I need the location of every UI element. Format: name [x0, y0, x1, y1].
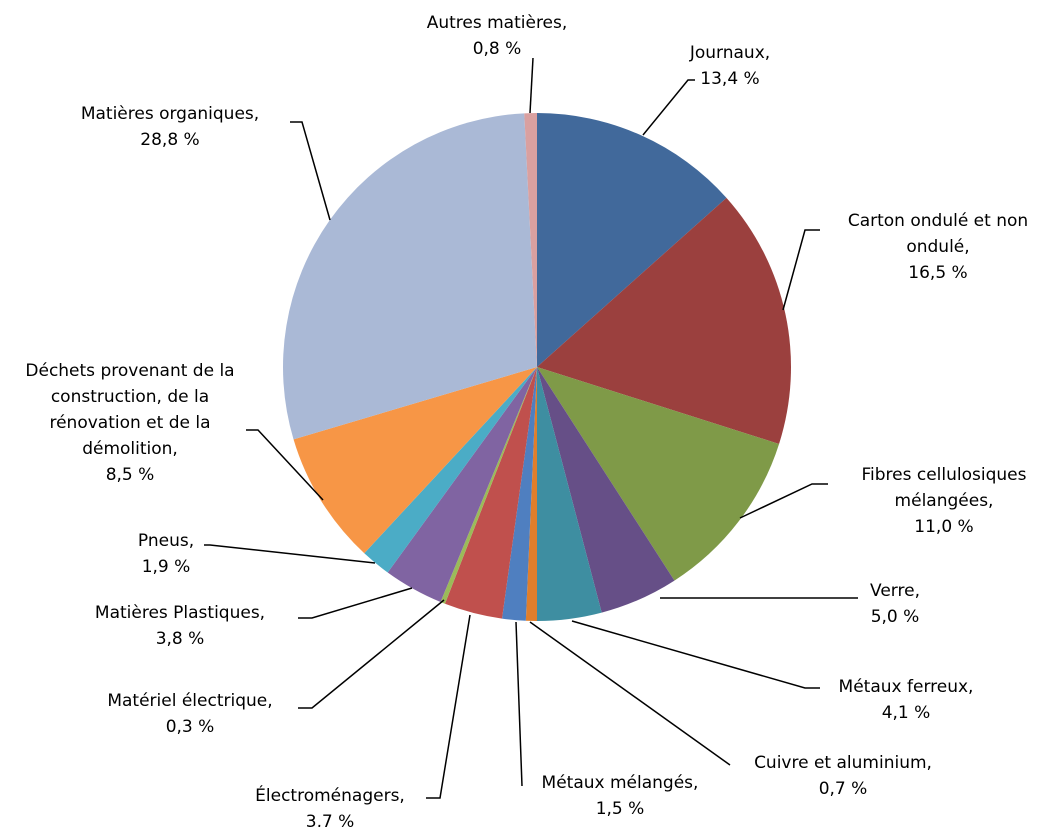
category-label: Pneus, — [137, 531, 195, 551]
value-label: 11,0 % — [914, 517, 974, 537]
value-label: 1,9 % — [141, 557, 191, 577]
value-label: 0,7 % — [818, 779, 868, 799]
pie-slice — [537, 197, 791, 444]
pie-slice — [293, 367, 537, 554]
leader-line — [426, 614, 471, 799]
value-label: 8,5 % — [105, 465, 155, 485]
value-label: 13,4 % — [700, 69, 760, 89]
slice-label: Métaux ferreux, 4,1 % — [839, 674, 974, 726]
leader-line — [642, 79, 695, 136]
category-label: Matières Plastiques, — [94, 603, 266, 623]
leader-line — [515, 621, 523, 787]
category-label: Métaux ferreux, — [838, 677, 974, 697]
slice-label: Fibres cellulosiques mélangées, 11,0 % — [832, 462, 1053, 540]
pie-slice — [537, 113, 727, 367]
category-label: Déchets provenant de la construction, de… — [25, 361, 235, 459]
leader-line — [204, 544, 376, 564]
category-label: Électroménagers, — [255, 786, 405, 806]
leader-line — [298, 599, 445, 709]
category-label: Cuivre et aluminium, — [754, 753, 932, 773]
slice-label: Matières organiques, 28,8 % — [81, 101, 259, 153]
leader-line — [571, 620, 820, 689]
pie-slice — [525, 367, 537, 621]
category-label: Matières organiques, — [80, 104, 260, 124]
leader-line — [739, 483, 828, 519]
category-label: Autres matières, — [426, 13, 568, 33]
value-label: 16,5 % — [908, 263, 968, 283]
pie-slice — [364, 367, 537, 573]
pie-slice — [537, 367, 780, 581]
value-label: 3,7 % — [305, 812, 355, 827]
slice-label: Métaux mélangés, 1,5 % — [542, 770, 699, 822]
slice-label: Matières Plastiques, 3,8 % — [95, 600, 265, 652]
leader-line — [246, 429, 324, 501]
leader-line — [298, 587, 413, 619]
slice-label: Verre, 5,0 % — [870, 578, 920, 630]
value-label: 0,8 % — [472, 39, 522, 59]
category-label: Métaux mélangés, — [541, 773, 699, 793]
slice-label: Déchets provenant de la construction, de… — [8, 358, 253, 488]
pie-slice — [440, 367, 537, 604]
pie-slice — [537, 367, 675, 613]
pie-slice — [387, 367, 537, 602]
value-label: 4,1 % — [881, 703, 931, 723]
slice-label: Pneus, 1,9 % — [138, 528, 194, 580]
slice-label: Électroménagers, 3,7 % — [255, 783, 405, 827]
category-label: Journaux, — [689, 43, 771, 63]
pie-slice — [524, 113, 537, 367]
slice-label: Matériel électrique, 0,3 % — [107, 688, 272, 740]
value-label: 3,8 % — [155, 629, 205, 649]
category-label: Verre, — [870, 581, 920, 601]
leader-line — [290, 121, 331, 221]
category-label: Fibres cellulosiques mélangées, — [861, 465, 1027, 511]
value-label: 0,3 % — [165, 717, 215, 737]
leader-line — [529, 57, 534, 114]
slice-label: Journaux, 13,4 % — [690, 40, 770, 92]
leader-line — [782, 229, 820, 311]
leader-line — [529, 621, 731, 766]
category-label: Carton ondulé et non ondulé, — [847, 211, 1029, 257]
category-label: Matériel électrique, — [107, 691, 273, 711]
value-label: 5,0 % — [870, 607, 920, 627]
pie-slice — [502, 367, 537, 621]
value-label: 1,5 % — [595, 799, 645, 819]
slice-label: Cuivre et aluminium, 0,7 % — [754, 750, 932, 802]
pie-slice — [283, 113, 537, 440]
slice-label: Carton ondulé et non ondulé, 16,5 % — [821, 208, 1053, 286]
pie-slice — [444, 367, 537, 619]
slice-label: Autres matières, 0,8 % — [427, 10, 568, 62]
pie-slice — [537, 367, 602, 621]
value-label: 28,8 % — [140, 130, 200, 150]
